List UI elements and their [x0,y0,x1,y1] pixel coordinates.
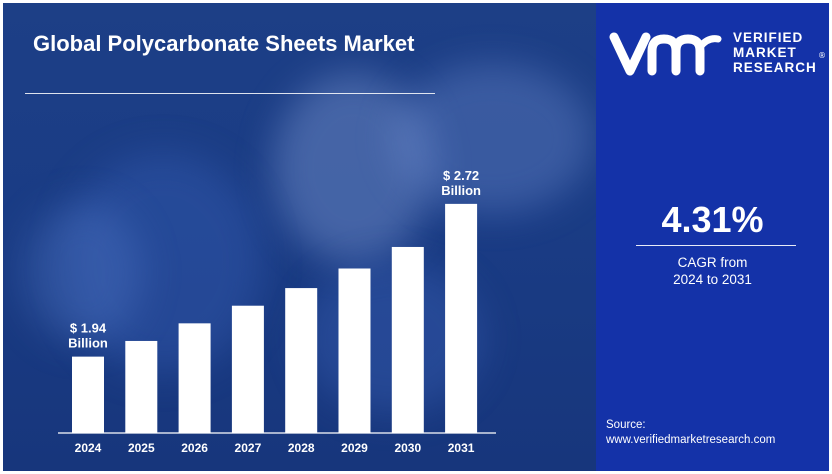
registered-mark: ® [818,51,826,60]
x-tick-label-2029: 2029 [341,441,368,455]
brand-logo: VERIFIED MARKET RESEARCH ® [608,27,826,87]
bar-2029 [338,268,371,433]
cagr-value: 4.31% [661,199,764,240]
bar-2027 [231,305,264,433]
cagr-divider [636,245,796,246]
brand-name-line1: VERIFIED [733,30,804,45]
background-photo-flask [23,203,143,343]
background-photo-glove [273,73,433,263]
infographic: Global Polycarbonate Sheets Market 2024 2… [3,3,829,471]
bar-2030 [391,246,424,433]
cagr-label-line1: CAGR from [677,255,748,270]
summary-panel: VERIFIED MARKET RESEARCH ® 4.31% CAGR fr… [596,3,829,471]
title-divider [25,93,435,94]
background-photo-glassware [63,153,263,373]
x-tick-label-2028: 2028 [288,441,315,455]
bar-2028 [285,288,318,433]
x-tick-label-2025: 2025 [128,441,155,455]
bar-2031 [445,203,478,433]
source-label: Source: [606,419,646,431]
source-note: Source: www.verifiedmarketresearch.com [606,418,775,448]
cagr-label-line2: 2024 to 2031 [673,272,752,287]
x-tick-label-2030: 2030 [394,441,421,455]
x-tick-label-2024: 2024 [75,441,102,455]
background-photo-hand [393,63,593,213]
vmr-logo-icon [609,32,722,76]
bar-chart: 2024 2025 2026 2027 2028 2029 2030 2031 $ 1.94B… [58,168,496,455]
cagr-label: CAGR from 2024 to 2031 [596,254,829,288]
bar-2024 [72,356,104,433]
bar-2025 [125,340,158,433]
source-url: www.verifiedmarketresearch.com [606,434,776,446]
data-label-2024-line2: Billion [68,336,108,351]
data-label-2031-line2: Billion [441,183,481,198]
brand-name-line2: MARKET [733,45,797,60]
x-tick-label-2027: 2027 [235,441,262,455]
chart-title: Global Polycarbonate Sheets Market [33,31,415,56]
data-label-2031-line1: $ 2.72 [443,168,479,183]
x-tick-label-2026: 2026 [181,441,208,455]
chart-panel: Global Polycarbonate Sheets Market 2024 2… [3,3,596,471]
brand-name-line3: RESEARCH [733,60,817,75]
data-label-2024-line1: $ 1.94 [70,321,107,336]
x-tick-label-2031: 2031 [448,441,475,455]
bar-2026 [178,323,211,433]
